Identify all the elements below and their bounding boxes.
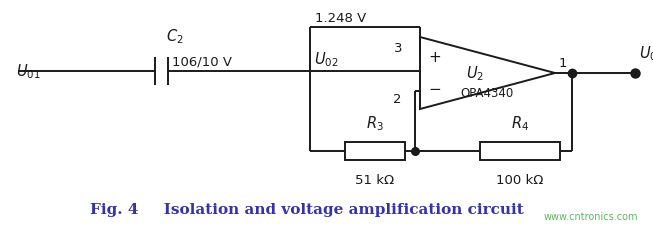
Text: 1.248 V: 1.248 V xyxy=(315,12,366,25)
Text: −: − xyxy=(428,82,441,97)
Text: 3: 3 xyxy=(394,42,402,55)
Text: $U_{03}$: $U_{03}$ xyxy=(639,44,653,63)
Text: 100 kΩ: 100 kΩ xyxy=(496,173,544,186)
Bar xyxy=(345,142,405,160)
Text: Isolation and voltage amplification circuit: Isolation and voltage amplification circ… xyxy=(148,202,524,216)
Text: 1: 1 xyxy=(559,57,567,70)
Text: www.cntronics.com: www.cntronics.com xyxy=(543,211,638,221)
Bar xyxy=(480,142,560,160)
Text: $R_4$: $R_4$ xyxy=(511,114,529,133)
Text: $R_3$: $R_3$ xyxy=(366,114,384,133)
Text: $U_{02}$: $U_{02}$ xyxy=(314,50,339,69)
Text: $C_2$: $C_2$ xyxy=(167,27,184,46)
Text: $U_2$: $U_2$ xyxy=(466,64,484,83)
Text: 2: 2 xyxy=(394,93,402,106)
Text: +: + xyxy=(428,50,441,65)
Text: $U_{01}$: $U_{01}$ xyxy=(16,62,40,81)
Text: 51 kΩ: 51 kΩ xyxy=(355,173,394,186)
Text: OPA4340: OPA4340 xyxy=(460,87,513,100)
Text: Fig. 4: Fig. 4 xyxy=(90,202,138,216)
Text: 106/10 V: 106/10 V xyxy=(172,56,232,69)
